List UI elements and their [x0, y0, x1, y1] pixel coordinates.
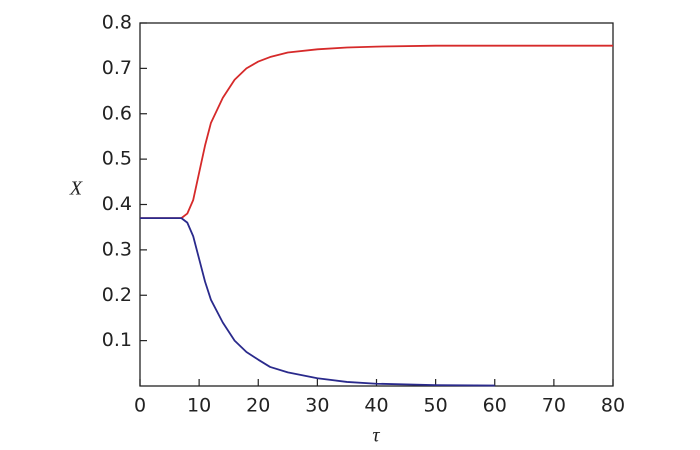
y-tick-label: 0.2	[102, 284, 132, 306]
plot-frame	[139, 22, 614, 387]
x-tick-label: 20	[246, 395, 270, 417]
y-tick-label: 0.3	[102, 238, 132, 260]
x-tick-label: 80	[601, 395, 625, 417]
x-tick-label: 50	[424, 395, 448, 417]
y-tick-label: 0.7	[102, 57, 132, 79]
y-tick-label: 0.1	[102, 329, 132, 351]
x-axis-title: τ	[372, 425, 380, 447]
x-tick-label: 40	[364, 395, 388, 417]
y-tick-label: 0.8	[102, 12, 132, 34]
y-tick-label: 0.6	[102, 102, 132, 124]
x-tick-label: 0	[134, 395, 146, 417]
data-line	[140, 217, 495, 387]
x-tick-label: 60	[483, 395, 507, 417]
x-tick-label: 10	[187, 395, 211, 417]
data-line	[140, 44, 613, 220]
y-tick-label: 0.4	[102, 193, 132, 215]
x-tick-label: 30	[305, 395, 329, 417]
y-tick-label: 0.5	[102, 148, 132, 170]
y-axis-title: X	[69, 178, 83, 200]
x-tick-label: 70	[542, 395, 566, 417]
